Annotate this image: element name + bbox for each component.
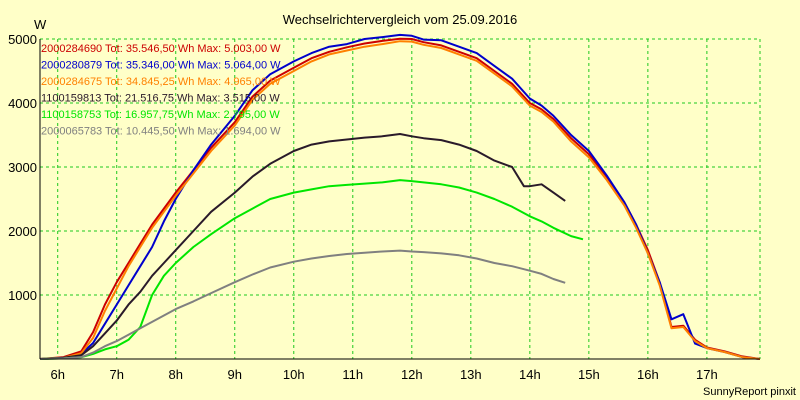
legend-entry-1: 2000284690 Tot: 35.546,50 Wh Max: 5.003,… bbox=[41, 43, 281, 55]
x-tick-label: 12h bbox=[401, 367, 423, 382]
x-tick-label: 15h bbox=[578, 367, 600, 382]
y-tick-label: 5000 bbox=[8, 32, 37, 47]
x-tick-label: 13h bbox=[460, 367, 482, 382]
series-line-3 bbox=[39, 40, 761, 360]
series-line-6 bbox=[39, 249, 566, 360]
y-tick-label: 3000 bbox=[8, 160, 37, 175]
x-tick-label: 10h bbox=[283, 367, 305, 382]
y-axis-unit: W bbox=[34, 17, 47, 32]
x-tick-label: 8h bbox=[169, 367, 183, 382]
x-tick-label: 7h bbox=[109, 367, 123, 382]
y-tick-label: 4000 bbox=[8, 96, 37, 111]
y-tick-label: 1000 bbox=[8, 288, 37, 303]
x-tick-label: 16h bbox=[637, 367, 659, 382]
legend-entry-5: 1100158753 Tot: 16.957,75 Wh Max: 2.795,… bbox=[41, 109, 280, 121]
legend-entry-6: 2000065783 Tot: 10.445,50 Wh Max: 1.694,… bbox=[41, 126, 281, 138]
legend: 2000284690 Tot: 35.546,50 Wh Max: 5.003,… bbox=[41, 43, 281, 138]
y-tick-labels: 1000 2000 3000 4000 5000 bbox=[8, 32, 37, 303]
x-tick-label: 9h bbox=[228, 367, 242, 382]
series-lines bbox=[39, 33, 761, 360]
y-tick-label: 2000 bbox=[8, 224, 37, 239]
x-tick-label: 6h bbox=[50, 367, 64, 382]
x-tick-label: 14h bbox=[519, 367, 541, 382]
x-tick-labels: 6h 7h 8h 9h 10h 11h 12h 13h 14h 15h 16h 17h bbox=[50, 367, 717, 382]
series-line-4 bbox=[39, 133, 566, 360]
series-line-5 bbox=[39, 179, 584, 360]
chart-title: Wechselrichtervergleich vom 25.09.2016 bbox=[283, 12, 518, 27]
legend-entry-3: 2000284675 Tot: 34.845,25 Wh Max: 4.965,… bbox=[41, 76, 281, 88]
legend-entry-4: 1100159813 Tot: 21.516,75 Wh Max: 3.515,… bbox=[41, 93, 280, 105]
x-tick-label: 11h bbox=[342, 367, 363, 382]
legend-entry-2: 2000280879 Tot: 35.346,00 Wh Max: 5.064,… bbox=[41, 60, 281, 72]
axes bbox=[39, 39, 760, 360]
footer-credit: SunnyReport pinxit bbox=[703, 386, 796, 398]
x-tick-label: 17h bbox=[696, 367, 718, 382]
